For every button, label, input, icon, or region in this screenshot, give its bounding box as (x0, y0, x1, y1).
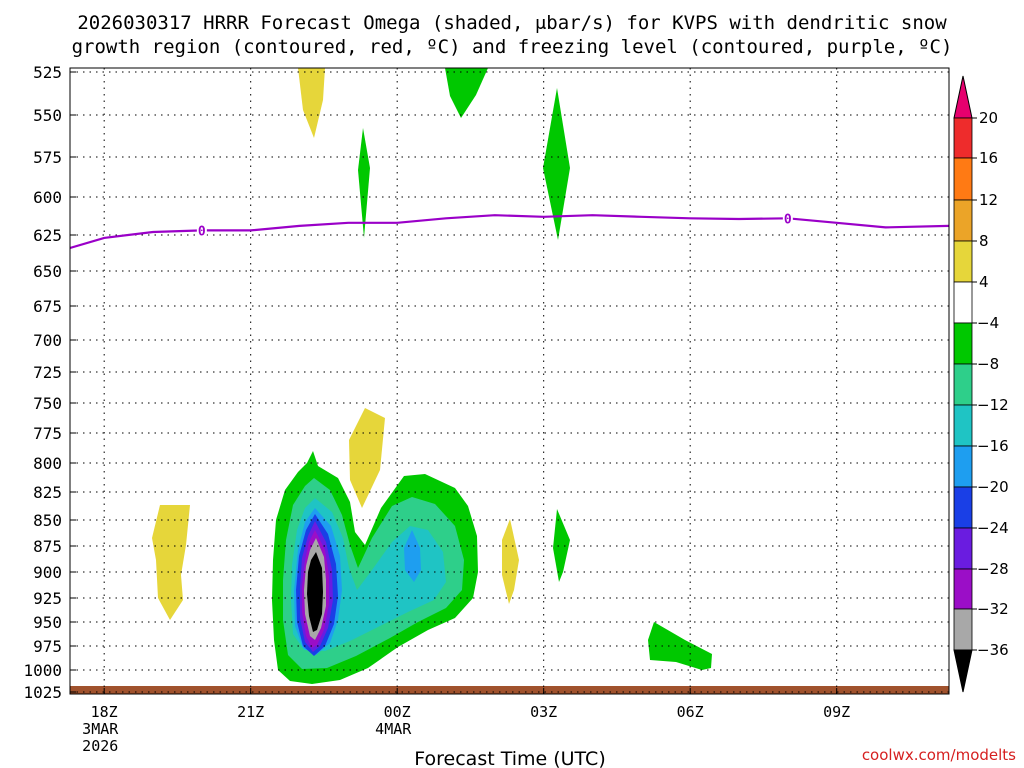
colorbar-label: −4 (977, 314, 999, 332)
y-tick-label: 825 (33, 483, 62, 502)
colorbar-segment (953, 281, 973, 324)
freezing-level-label-bg (782, 211, 793, 226)
y-tick-label: 1000 (23, 661, 62, 680)
ground-surface (70, 686, 949, 694)
colorbar-segment (953, 363, 973, 406)
colorbar-segment (953, 527, 973, 570)
colorbar-label: −20 (977, 478, 1009, 496)
omega-negative-small-2 (648, 622, 712, 670)
colorbar-label: 12 (979, 191, 998, 209)
y-tick-label: 625 (33, 226, 62, 245)
y-tick-label: 950 (33, 613, 62, 632)
colorbar-segment (953, 157, 973, 201)
x-tick-label: 4MAR (375, 720, 412, 738)
y-tick-label: 600 (33, 188, 62, 207)
omega-secondary-lightblue (404, 530, 421, 582)
omega-positive-blob-left (152, 505, 190, 620)
y-tick-label: 800 (33, 454, 62, 473)
y-tick-label: 750 (33, 394, 62, 413)
freezing-level-label-bg (196, 223, 207, 238)
y-tick-label: 1025 (23, 683, 62, 702)
freezing-level-label: 0 (198, 224, 206, 239)
chart-title-line-2: growth region (contoured, red, ºC) and f… (72, 36, 953, 58)
x-tick-label: 18Z (91, 703, 118, 721)
omega-positive-blob-right (502, 519, 519, 604)
y-tick-label: 775 (33, 424, 62, 443)
colorbar-segment (953, 117, 973, 159)
colorbar-segment (953, 568, 973, 610)
colorbar-label: −28 (977, 560, 1009, 578)
colorbar-segment (953, 486, 973, 529)
grid-lines (70, 68, 949, 694)
x-tick-label: 21Z (237, 703, 264, 721)
y-tick-label: 925 (33, 589, 62, 608)
y-tick-label: 700 (33, 331, 62, 350)
colorbar-label: 16 (979, 149, 998, 167)
y-tick-label: 550 (33, 106, 62, 125)
colorbar-segment (953, 199, 973, 242)
omega-negative-spike-2 (543, 88, 570, 240)
y-tick-label: 850 (33, 511, 62, 530)
colorbar-label: −24 (977, 519, 1009, 537)
y-tick-label: 650 (33, 262, 62, 281)
x-tick-label: 2026 (82, 737, 118, 755)
colorbar-label: −12 (977, 396, 1009, 414)
omega-negative-blob-top (445, 68, 488, 118)
y-tick-label: 875 (33, 537, 62, 556)
colorbar-segment (953, 445, 973, 488)
omega-positive-blob-top (298, 68, 325, 138)
colorbar-label: 20 (979, 109, 998, 127)
omega-negative-spike-1 (358, 128, 370, 238)
x-tick-label: 03Z (530, 703, 557, 721)
colorbar-label: −8 (977, 355, 999, 373)
omega-shaded-regions (152, 68, 712, 684)
colorbar-segment (953, 608, 973, 651)
y-tick-label: 725 (33, 363, 62, 382)
x-tick-label: 3MAR (82, 720, 119, 738)
omega-negative-small-1 (553, 509, 570, 582)
colorbar-bottom-arrow (953, 649, 973, 693)
credit-text: coolwx.com/modelts (862, 746, 1016, 764)
omega-positive-blob-center (349, 408, 385, 508)
colorbar-label: −32 (977, 600, 1009, 618)
x-tick-label: 06Z (677, 703, 704, 721)
y-tick-label: 575 (33, 148, 62, 167)
colorbar: 20 16 12 8 4 −4 −8 −12 −16 −20 −24 −28 −32 −36 (953, 75, 1009, 693)
colorbar-segment (953, 322, 973, 365)
y-tick-label: 675 (33, 297, 62, 316)
y-tick-label: 900 (33, 563, 62, 582)
plot-frame (69, 67, 950, 695)
colorbar-label: −36 (977, 641, 1009, 659)
colorbar-label: 4 (979, 273, 989, 291)
x-tick-label: 09Z (823, 703, 850, 721)
x-tick-label: 00Z (384, 703, 411, 721)
colorbar-label: −16 (977, 437, 1009, 455)
x-axis-title: Forecast Time (UTC) (414, 748, 605, 768)
colorbar-segment (953, 240, 973, 283)
colorbar-top-arrow (953, 75, 973, 119)
freezing-level-label: 0 (784, 212, 792, 227)
chart-title-line-1: 2026030317 HRRR Forecast Omega (shaded, … (77, 12, 947, 34)
colorbar-label: 8 (979, 232, 989, 250)
y-tick-label: 975 (33, 637, 62, 656)
colorbar-segment (953, 404, 973, 447)
y-axis: 525 550 575 600 625 650 675 700 725 750 775 800 825 8… (23, 63, 76, 702)
freezing-level-contour: 00 (70, 211, 949, 250)
y-tick-label: 525 (33, 63, 62, 82)
